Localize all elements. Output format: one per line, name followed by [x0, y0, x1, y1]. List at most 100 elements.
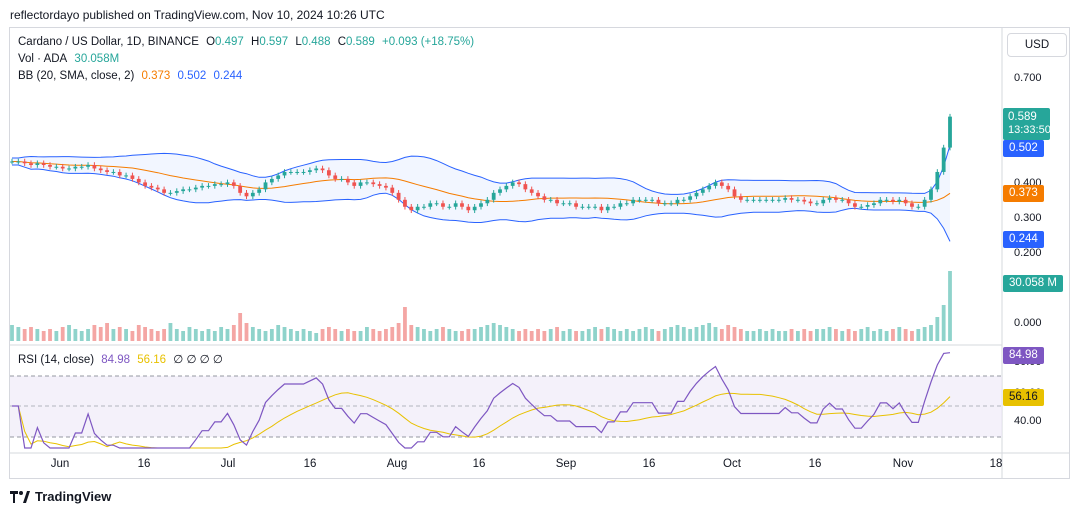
- volume-bar: [301, 329, 306, 341]
- volume-bar: [713, 327, 718, 341]
- volume-bar: [865, 327, 870, 341]
- candle-body: [700, 189, 705, 193]
- volume-bar: [136, 325, 141, 341]
- candle-body: [783, 198, 788, 200]
- candle-body: [174, 191, 179, 193]
- rsi-line: [12, 352, 951, 449]
- candle-body: [548, 199, 553, 201]
- volume-bar: [206, 329, 211, 341]
- candle-body: [136, 178, 141, 183]
- volume-bar: [269, 329, 274, 341]
- volume-bar: [631, 331, 636, 341]
- candle-body: [377, 184, 382, 186]
- volume-bar: [54, 331, 59, 341]
- candle-body: [390, 187, 395, 193]
- volume-bar: [434, 329, 439, 341]
- volume-bar: [891, 329, 895, 341]
- time-label: Jul: [220, 458, 236, 470]
- volume-bar: [282, 327, 287, 341]
- candle-body: [111, 171, 116, 173]
- volume-bar: [757, 329, 762, 341]
- volume-bar: [422, 329, 426, 341]
- volume-bar: [903, 329, 908, 341]
- volume-bar: [523, 329, 528, 341]
- volume-bar: [384, 329, 388, 341]
- candle-body: [415, 206, 420, 211]
- candle-body: [441, 203, 445, 207]
- volume-bar: [441, 327, 445, 341]
- volume-bar: [884, 331, 889, 341]
- volume-bar: [352, 331, 357, 341]
- symbol-title: Cardano / US Dollar, 1D, BINANCE: [18, 36, 199, 48]
- last-price-value: 0.589: [1008, 111, 1037, 123]
- volume-bar: [67, 325, 71, 341]
- candle-body: [238, 185, 243, 193]
- candle-body: [263, 182, 268, 190]
- candle-body: [244, 192, 249, 197]
- candle-body: [168, 192, 173, 194]
- volume-bar: [827, 327, 832, 341]
- volume-bar: [637, 329, 642, 341]
- ohlc-open: O0.497: [206, 36, 244, 48]
- candle-body: [149, 185, 154, 188]
- volume-bar: [491, 323, 496, 341]
- candle-body: [808, 201, 813, 204]
- candle-body: [269, 178, 274, 183]
- volume-bar: [694, 327, 699, 341]
- candle-body: [681, 199, 686, 201]
- last-price-tag: 0.589 13:33:50: [1003, 108, 1051, 140]
- candle-body: [504, 185, 509, 190]
- candle-body: [29, 163, 33, 165]
- volume-bar: [821, 329, 826, 341]
- volume-bar: [339, 331, 344, 341]
- volume-bar: [409, 325, 414, 341]
- volume-bar: [922, 327, 927, 341]
- candle-body: [517, 182, 521, 185]
- candle-body: [795, 199, 800, 201]
- volume-bar: [415, 327, 420, 341]
- volume-bar: [662, 329, 667, 341]
- candle-body: [732, 189, 737, 197]
- volume-bar: [288, 329, 293, 341]
- candle-body: [929, 189, 933, 200]
- volume-value: 30.058M: [74, 53, 120, 65]
- volume-bar: [111, 329, 116, 341]
- candle-body: [257, 189, 262, 193]
- candle-body: [314, 168, 319, 171]
- time-label: Oct: [723, 458, 741, 470]
- symbol-legend: Cardano / US Dollar, 1D, BINANCE O0.497 …: [18, 36, 478, 48]
- time-label: 16: [642, 458, 656, 470]
- volume-bar: [738, 329, 743, 341]
- volume-bar: [479, 327, 483, 341]
- volume-bar: [219, 327, 224, 341]
- candle-body: [662, 203, 667, 205]
- candle-body: [675, 199, 680, 204]
- candle-body: [707, 185, 712, 190]
- candle-body: [605, 206, 610, 211]
- volume-bar: [789, 329, 794, 341]
- chart-frame[interactable]: [9, 27, 1070, 479]
- volume-bar: [453, 331, 458, 341]
- candle-body: [770, 199, 775, 201]
- candle-body: [460, 203, 464, 207]
- ohlc-high: H0.597: [251, 36, 289, 48]
- volume-bar: [390, 327, 395, 341]
- candle-body: [643, 199, 648, 201]
- volume-bar: [155, 331, 160, 341]
- candle-body: [346, 178, 350, 183]
- candle-body: [447, 206, 452, 208]
- candle-body: [181, 189, 186, 192]
- candle-body: [212, 184, 217, 186]
- candle-body: [333, 175, 338, 179]
- volume-bar: [795, 331, 800, 341]
- volume-bar: [815, 329, 819, 341]
- candle-body: [98, 168, 103, 171]
- candle-body: [593, 206, 597, 208]
- tradingview-logo[interactable]: TradingView: [10, 489, 111, 504]
- currency-button[interactable]: USD: [1007, 33, 1067, 57]
- volume-bar: [929, 325, 933, 341]
- volume-bar: [859, 329, 864, 341]
- candle-body: [54, 166, 59, 168]
- candle-body: [307, 170, 312, 172]
